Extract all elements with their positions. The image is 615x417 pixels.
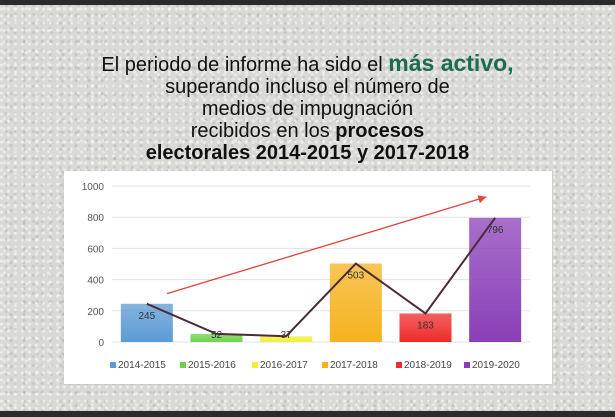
data-label: 183: [417, 320, 434, 331]
legend-label: 2017-2018: [330, 360, 378, 371]
legend-swatch: [464, 362, 470, 368]
heading-line-4: recibidos en los procesos: [0, 120, 615, 142]
heading-line-4-text: recibidos en los: [190, 120, 336, 142]
heading-comma: ,: [507, 50, 514, 76]
heading-line-5: electorales 2014-2015 y 2017-2018: [145, 142, 470, 164]
trend-arrow-line: [166, 196, 487, 295]
heading-line-2: superando incluso el número de: [165, 76, 450, 98]
heading-line-3: medios de impugnación: [201, 98, 414, 120]
data-label: 503: [347, 271, 364, 282]
heading-line-4-bold: procesos: [335, 120, 425, 142]
bar: [260, 336, 313, 342]
heading-line-1-text: El periodo de informe ha sido el: [101, 54, 389, 76]
data-label: 245: [138, 311, 155, 322]
legend-swatch: [110, 362, 116, 368]
legend-swatch: [252, 362, 258, 368]
legend-label: 2019-2020: [472, 360, 520, 371]
legend-swatch: [396, 362, 402, 368]
y-tick-label: 1000: [82, 182, 105, 193]
heading-line-1: El periodo de informe ha sido el más act…: [0, 50, 615, 77]
legend-label: 2015-2016: [188, 360, 236, 371]
slide-heading: El periodo de informe ha sido el más act…: [0, 50, 615, 165]
top-border: [0, 0, 615, 5]
bar: [469, 217, 522, 342]
trend-arrow-head: [477, 195, 487, 204]
legend-label: 2018-2019: [404, 360, 452, 371]
legend-swatch: [180, 362, 186, 368]
bar: [190, 333, 243, 342]
bottom-border: [0, 411, 615, 417]
y-tick-label: 400: [87, 276, 104, 287]
legend-swatch: [322, 362, 328, 368]
y-tick-label: 800: [87, 213, 104, 224]
heading-accent: más activo: [388, 50, 508, 76]
y-tick-label: 600: [87, 244, 104, 255]
legend-label: 2014-2015: [118, 360, 166, 371]
y-tick-label: 200: [87, 307, 104, 318]
y-tick-label: 0: [98, 338, 104, 349]
data-label: 796: [487, 225, 504, 236]
overlay-line: [146, 217, 496, 338]
data-label: 52: [211, 330, 223, 341]
bar: [120, 303, 173, 342]
legend-label: 2016-2017: [260, 360, 308, 371]
bar: [399, 313, 452, 342]
